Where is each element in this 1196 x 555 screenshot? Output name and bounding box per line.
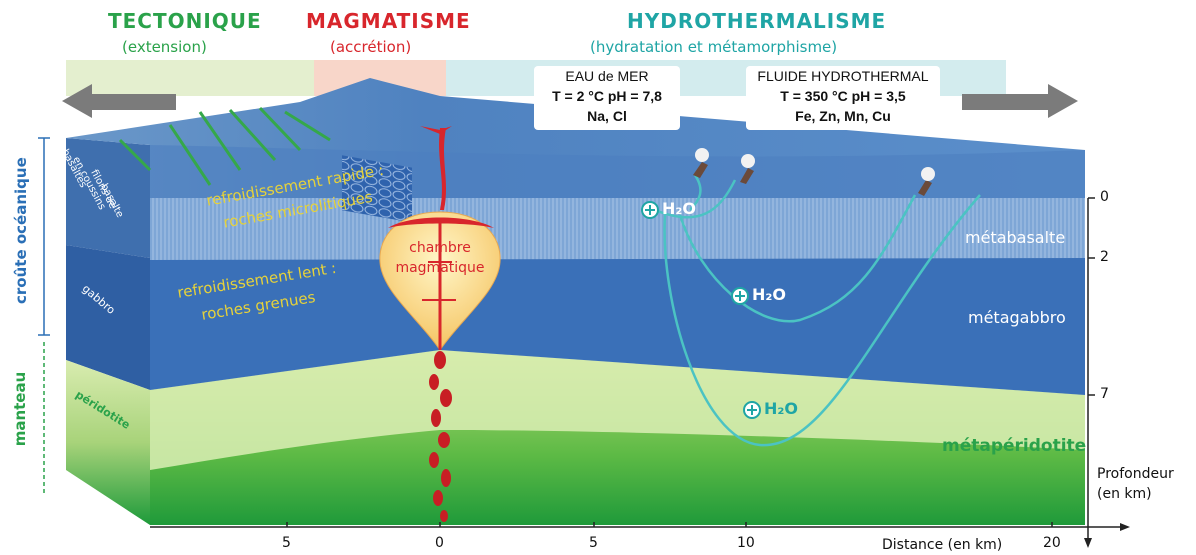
header-tectonique: TECTONIQUE bbox=[108, 9, 262, 33]
magma-droplets bbox=[429, 351, 452, 522]
depth-tick-0: 0 bbox=[1100, 189, 1109, 205]
subheader-hydratation: (hydratation et métamorphisme) bbox=[590, 38, 838, 56]
sea-water-ions: Na, Cl bbox=[587, 108, 627, 124]
header-hydrothermalisme: HYDROTHERMALISME bbox=[627, 9, 887, 33]
side-face-mantle bbox=[66, 360, 150, 525]
distance-axis-arrow-icon bbox=[1120, 523, 1130, 531]
depth-axis-arrow-icon bbox=[1084, 538, 1092, 548]
h2o-label-3: H₂O bbox=[764, 399, 798, 418]
chamber-label-2: magmatique bbox=[395, 260, 485, 276]
depth-tick-2: 2 bbox=[1100, 249, 1109, 265]
depth-axis-label-1: Profondeur bbox=[1097, 466, 1174, 482]
fluid-metals: Fe, Zn, Mn, Cu bbox=[795, 108, 891, 124]
distance-tick-5: 5 bbox=[589, 535, 598, 551]
label-metagabbro: métagabbro bbox=[968, 308, 1066, 327]
distance-tick-20: 20 bbox=[1043, 535, 1061, 551]
header-magmatisme: MAGMATISME bbox=[306, 9, 471, 33]
depth-axis bbox=[1087, 197, 1095, 540]
distance-tick-10: 10 bbox=[737, 535, 755, 551]
arrow-right-icon bbox=[962, 84, 1078, 118]
label-croute-oceanique: croûte océanique bbox=[12, 157, 30, 304]
hydrothermal-fluid-box: FLUIDE HYDROTHERMAL T = 350 °C pH = 3,5 … bbox=[746, 66, 940, 130]
sea-water-box: EAU de MER T = 2 °C pH = 7,8 Na, Cl bbox=[534, 66, 680, 130]
hydrothermal-circulation bbox=[649, 174, 981, 447]
pillow-lava-block bbox=[342, 155, 412, 223]
distance-tick-5-left: 5 bbox=[282, 535, 291, 551]
depth-tick-7: 7 bbox=[1100, 386, 1109, 402]
label-metaperidotite: métapéridotite bbox=[942, 436, 1087, 456]
distance-axis bbox=[150, 522, 1120, 528]
label-manteau: manteau bbox=[11, 371, 29, 447]
label-metabasalte: métabasalte bbox=[965, 228, 1066, 247]
distance-axis-label: Distance (en km) bbox=[882, 537, 1003, 553]
black-smokers bbox=[693, 148, 935, 196]
fluid-title: FLUIDE HYDROTHERMAL bbox=[757, 68, 929, 84]
sea-water-title: EAU de MER bbox=[565, 68, 649, 84]
side-face-basalt bbox=[66, 138, 150, 258]
depth-axis-label-2: (en km) bbox=[1097, 486, 1152, 502]
left-bracket bbox=[38, 137, 50, 336]
band-tectonique bbox=[66, 60, 314, 96]
side-face-gabbro bbox=[66, 245, 150, 390]
subheader-accretion: (accrétion) bbox=[330, 38, 412, 56]
subheader-extension: (extension) bbox=[122, 38, 207, 56]
distance-tick-0: 0 bbox=[435, 535, 444, 551]
magma-dyke bbox=[439, 128, 446, 210]
sea-water-params: T = 2 °C pH = 7,8 bbox=[552, 88, 662, 104]
fault-lines bbox=[118, 106, 331, 186]
h2o-label-1: H₂O bbox=[662, 199, 696, 218]
plus-marks bbox=[645, 205, 757, 415]
chamber-label-1: chambre bbox=[409, 240, 471, 256]
arrow-left-icon bbox=[62, 84, 176, 118]
magma-dyke-top bbox=[420, 126, 452, 134]
mantle-upper-band bbox=[150, 350, 1085, 470]
fluid-params: T = 350 °C pH = 3,5 bbox=[780, 88, 906, 104]
h2o-label-2: H₂O bbox=[752, 285, 786, 304]
